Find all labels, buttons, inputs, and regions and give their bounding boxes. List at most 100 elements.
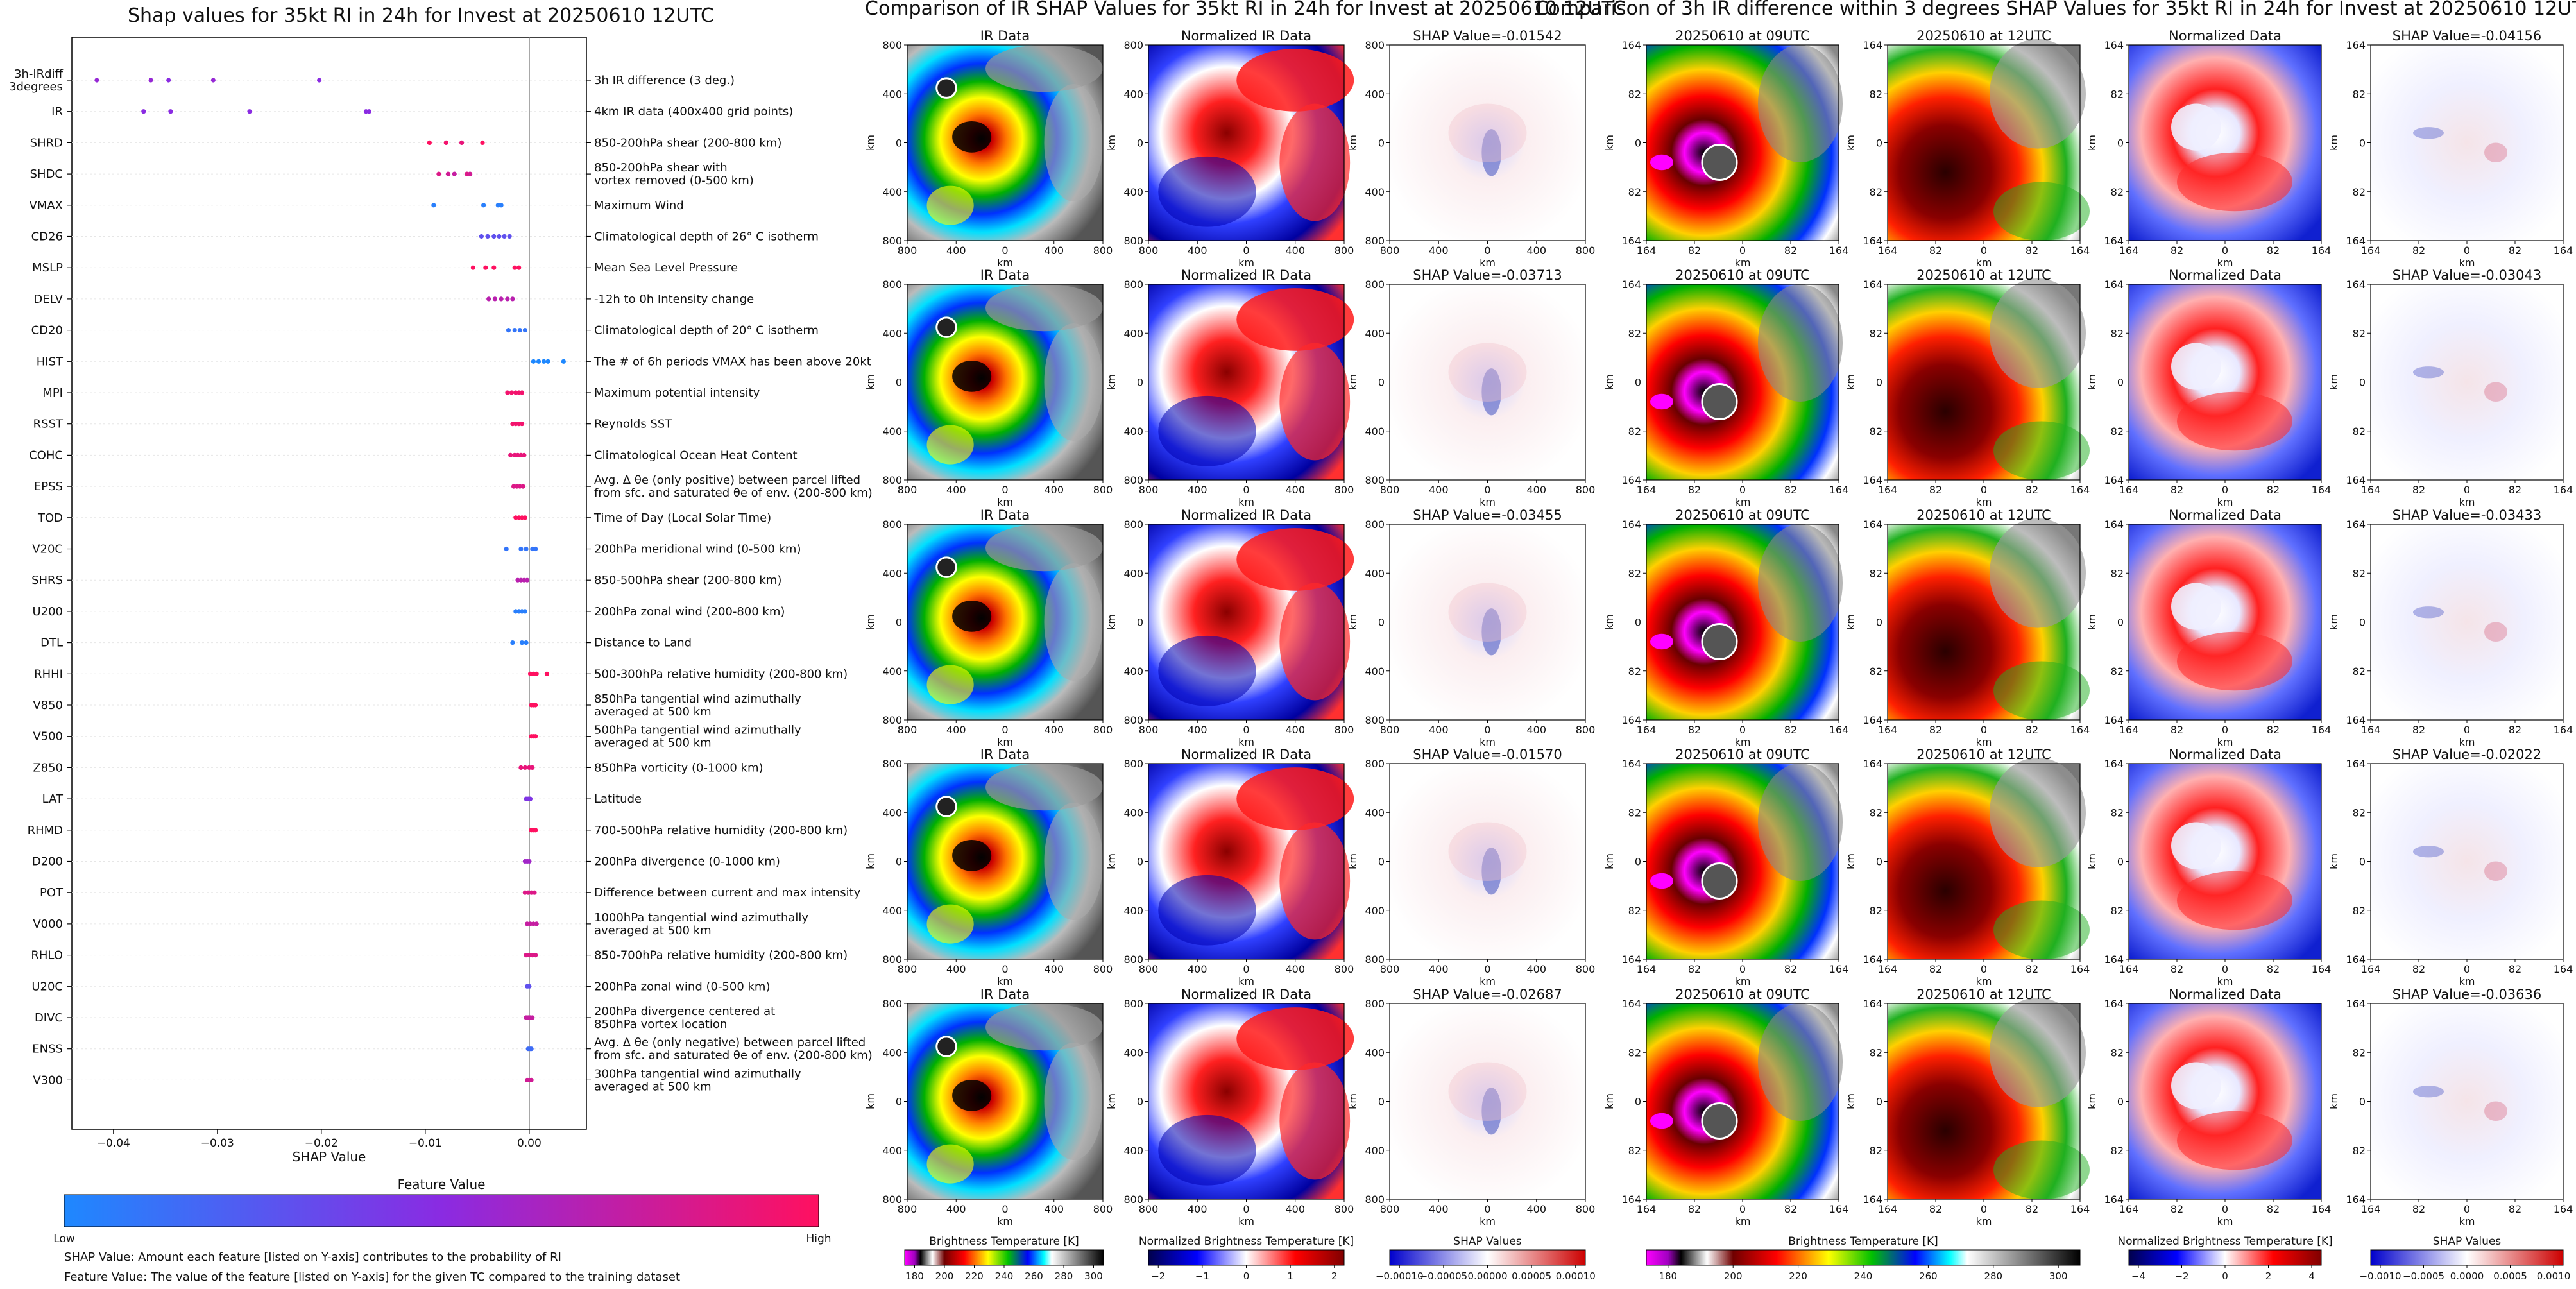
map-y-tick-label: 164 bbox=[1621, 518, 1641, 531]
map-x-unit: km bbox=[1480, 1215, 1496, 1227]
map-y-unit: km bbox=[1603, 853, 1616, 869]
map-y-tick-label: 164 bbox=[1863, 1193, 1882, 1206]
map-x-unit: km bbox=[2217, 736, 2233, 748]
feature-code-label: HIST bbox=[37, 355, 64, 368]
map-y-tick-label: 400 bbox=[1365, 186, 1385, 198]
shap-point bbox=[483, 265, 488, 270]
shap-point bbox=[486, 296, 491, 302]
shap-point bbox=[516, 265, 522, 270]
map-feature bbox=[1448, 343, 1527, 402]
colorbar-tick-label: 300 bbox=[1084, 1270, 1103, 1282]
map-x-tick-label: 0 bbox=[1243, 963, 1249, 975]
map-y-unit: km bbox=[2086, 614, 2098, 630]
diff-shap-map: SHAP Value=-0.03636164164828200828216416… bbox=[2328, 987, 2573, 1227]
map-x-tick-label: 800 bbox=[898, 724, 917, 736]
map-y-tick-label: 400 bbox=[1365, 327, 1385, 339]
map-title: Normalized IR Data bbox=[1181, 987, 1311, 1002]
map-y-tick-label: 164 bbox=[1863, 474, 1882, 486]
summary-note-shap: SHAP Value: Amount each feature [listed … bbox=[64, 1251, 561, 1264]
map-feature bbox=[1448, 822, 1527, 881]
feature-code-label: V300 bbox=[33, 1073, 63, 1087]
shap-point bbox=[452, 171, 457, 176]
map-y-tick-label: 82 bbox=[2353, 327, 2366, 339]
shap-point bbox=[436, 171, 441, 176]
map-y-unit: km bbox=[1845, 374, 1857, 390]
map-feature bbox=[1279, 583, 1351, 701]
map-x-tick-label: 164 bbox=[2312, 963, 2332, 975]
map-y-tick-label: 164 bbox=[2346, 1193, 2366, 1206]
map-x-tick-label: 82 bbox=[2171, 484, 2183, 496]
map-image bbox=[2129, 1003, 2321, 1199]
normalized-diff-map: Normalized Data1641648282008282164164kmk… bbox=[2086, 508, 2331, 748]
map-feature bbox=[1701, 383, 1738, 420]
map-feature bbox=[2171, 1062, 2221, 1109]
map-y-tick-label: 0 bbox=[1378, 377, 1385, 389]
colorbar-label: Brightness Temperature [K] bbox=[1788, 1235, 1938, 1248]
map-y-tick-label: 164 bbox=[2104, 714, 2124, 726]
shap-point bbox=[541, 359, 547, 364]
shap-point bbox=[518, 765, 524, 770]
map-x-unit: km bbox=[2217, 257, 2233, 269]
map-y-tick-label: 164 bbox=[2104, 474, 2124, 486]
map-y-tick-label: 800 bbox=[1365, 278, 1385, 291]
map-x-tick-label: 164 bbox=[2361, 1203, 2381, 1215]
map-y-tick-label: 82 bbox=[2111, 327, 2124, 339]
map-y-tick-label: 400 bbox=[1365, 665, 1385, 678]
map-x-tick-label: 82 bbox=[1784, 244, 1797, 257]
colorbar-tick-label: 0.00005 bbox=[1512, 1270, 1551, 1282]
map-x-tick-label: 164 bbox=[2312, 1203, 2332, 1215]
map-x-tick-label: 82 bbox=[2171, 244, 2183, 257]
map-feature bbox=[2413, 366, 2444, 379]
map-y-tick-label: 164 bbox=[2346, 518, 2366, 531]
map-x-tick-label: 164 bbox=[1829, 244, 1849, 257]
map-y-tick-label: 82 bbox=[1870, 425, 1882, 438]
map-x-tick-label: 400 bbox=[1044, 244, 1064, 257]
map-y-tick-label: 164 bbox=[2346, 39, 2366, 51]
map-feature bbox=[1758, 524, 1843, 642]
shap-point bbox=[522, 609, 528, 614]
map-x-tick-label: 164 bbox=[2070, 963, 2090, 975]
map-feature bbox=[2413, 606, 2444, 619]
map-y-tick-label: 0 bbox=[1378, 856, 1385, 868]
map-feature bbox=[1990, 38, 2086, 149]
map-y-tick-label: 800 bbox=[1365, 518, 1385, 531]
map-title: Normalized IR Data bbox=[1181, 268, 1311, 283]
map-x-tick-label: 82 bbox=[1688, 963, 1701, 975]
map-feature bbox=[2177, 871, 2292, 930]
map-title: Normalized IR Data bbox=[1181, 508, 1311, 523]
map-x-tick-label: 400 bbox=[1429, 1203, 1449, 1215]
shap-point bbox=[445, 171, 451, 176]
map-x-tick-label: 0 bbox=[2464, 244, 2470, 257]
feature-description-label: 500hPa tangential wind azimuthally averag… bbox=[594, 724, 801, 750]
map-y-tick-label: 800 bbox=[1123, 758, 1143, 770]
map-image bbox=[2371, 284, 2563, 480]
map-feature bbox=[952, 360, 992, 392]
feature-code-label: POT bbox=[40, 886, 64, 900]
colorbar-label: Normalized Brightness Temperature [K] bbox=[1139, 1235, 1354, 1248]
map-y-tick-label: 0 bbox=[2359, 377, 2366, 389]
map-title: Normalized Data bbox=[2169, 508, 2282, 523]
map-feature bbox=[1650, 154, 1673, 171]
map-y-tick-label: 164 bbox=[2346, 278, 2366, 291]
map-x-tick-label: 400 bbox=[1044, 963, 1064, 975]
map-y-tick-label: 82 bbox=[1628, 186, 1641, 198]
map-y-unit: km bbox=[864, 1093, 876, 1109]
map-feature bbox=[1236, 1007, 1354, 1070]
map-x-unit: km bbox=[2459, 736, 2475, 748]
map-feature bbox=[1044, 1043, 1103, 1160]
map-x-tick-label: 82 bbox=[2026, 1203, 2038, 1215]
map-x-tick-label: 82 bbox=[1688, 724, 1701, 736]
map-x-tick-label: 400 bbox=[1526, 244, 1546, 257]
map-y-tick-label: 400 bbox=[882, 665, 902, 678]
map-feature bbox=[935, 556, 957, 578]
map-x-tick-label: 164 bbox=[1637, 724, 1657, 736]
map-x-tick-label: 164 bbox=[2070, 484, 2090, 496]
map-title: 20250610 at 12UTC bbox=[1916, 987, 2051, 1002]
map-title: SHAP Value=-0.01542 bbox=[1413, 28, 1562, 44]
shap-point bbox=[497, 234, 502, 239]
map-x-tick-label: 800 bbox=[1139, 484, 1159, 496]
map-y-tick-label: 82 bbox=[2111, 1046, 2124, 1059]
colorbar-tick-label: 2 bbox=[1331, 1270, 1338, 1282]
colorbar-tick-label: 1 bbox=[1287, 1270, 1293, 1282]
